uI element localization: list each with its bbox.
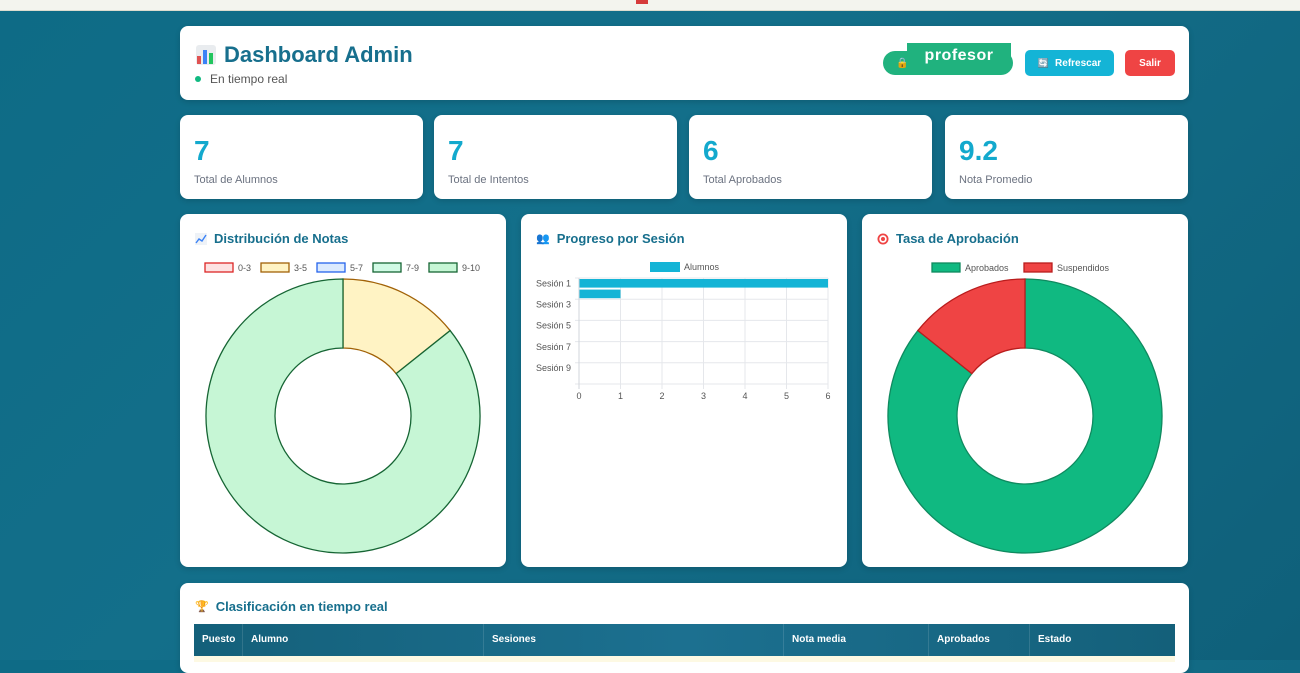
legend-swatch [1023,262,1053,273]
legend-label: 9-10 [462,263,480,273]
stat-label: Nota Promedio [959,174,1033,186]
column-header-puesto[interactable]: Puesto [194,624,243,656]
chart-title: 👥 Progreso por Sesión [536,231,685,246]
x-tick-label: 4 [742,391,747,401]
doughnut-slice [887,278,1163,554]
x-tick-label: 3 [701,391,706,401]
y-tick-label: Sesión 1 [536,278,571,288]
legend-label: 5-7 [350,263,363,273]
ranking-table-header: Puesto Alumno Sesiones Nota media Aproba… [194,624,1175,656]
y-tick-label: Sesión 7 [536,342,571,352]
legend-swatch [372,262,402,273]
stat-card-nota-promedio: 9.2 Nota Promedio [945,115,1188,199]
stat-value: 6 [703,135,719,166]
legend-label: 0-3 [238,263,251,273]
legend-label: Suspendidos [1057,263,1110,273]
role-label: profesor [907,43,1011,69]
y-tick-label: Sesión 9 [536,363,571,373]
aprobacion-chart: Aprobados Suspendidos [887,262,1163,554]
chart-title: Distribución de Notas [195,231,348,246]
refresh-icon: 🔄 [1037,57,1050,68]
live-dot-icon [195,76,201,82]
page-title: Dashboard Admin [196,42,413,68]
column-header-alumno[interactable]: Alumno [243,624,484,656]
column-header-estado[interactable]: Estado [1038,634,1072,645]
ranking-title: 🏆 Clasificación en tiempo real [195,599,388,614]
live-status: En tiempo real [195,72,287,86]
stat-card-aprobados: 6 Total Aprobados [689,115,932,199]
progreso-chart: Alumnos 0 1 2 3 4 5 6 Sesión 1 Sesión 3 Sesión 5 Se… [536,262,831,401]
column-header-sesiones[interactable]: Sesiones [484,624,784,656]
trophy-icon: 🏆 [195,601,209,613]
doughnut-slice [205,278,481,554]
bar [579,289,621,299]
stat-value: 9.2 [959,135,998,166]
stat-label: Total de Intentos [448,174,529,186]
ranking-card: 🏆 Clasificación en tiempo real Puesto Al… [180,583,1189,673]
legend-swatch [316,262,346,273]
legend-label: Aprobados [965,263,1009,273]
stat-value: 7 [448,135,464,166]
stat-card-intentos: 7 Total de Intentos [434,115,677,199]
distribucion-chart: 0-3 3-5 5-7 7-9 9-10 [204,262,481,554]
chart-card-distribucion: Distribución de Notas 0-3 3-5 5-7 7-9 9-10 [180,214,506,567]
chart-title-text: Tasa de Aprobación [896,231,1019,246]
browser-top-strip [0,0,1300,11]
chart-card-progreso: 👥 Progreso por Sesión Alumnos 0 1 2 3 4 5 6 Sesi… [521,214,847,567]
logout-button[interactable]: Salir [1125,50,1175,76]
chart-title-text: Distribución de Notas [214,231,349,246]
column-header-aprobados[interactable]: Aprobados [929,624,1030,656]
legend-label: Alumnos [684,262,720,272]
live-status-text: En tiempo real [210,72,288,86]
stat-label: Total de Alumnos [194,174,278,186]
legend-swatch [650,262,680,272]
y-tick-label: Sesión 3 [536,300,571,310]
stat-card-alumnos: 7 Total de Alumnos [180,115,423,199]
stat-label: Total Aprobados [703,174,782,186]
chart-title-text: Progreso por Sesión [556,231,685,246]
y-tick-label: Sesión 5 [536,321,571,331]
stat-value: 7 [194,135,210,166]
x-tick-label: 2 [659,391,664,401]
dashboard-header: Dashboard Admin En tiempo real 🔒 profeso… [180,26,1189,100]
legend-swatch [931,262,961,273]
x-tick-label: 6 [825,391,830,401]
legend-label: 3-5 [294,263,307,273]
chart-card-aprobacion: Tasa de Aprobación Aprobados Suspendidos [862,214,1188,567]
page-title-text: Dashboard Admin [224,42,413,67]
x-tick-label: 1 [618,391,623,401]
bar [579,279,828,288]
legend-swatch [428,262,458,273]
chart-title: Tasa de Aprobación [877,231,1019,246]
target-icon [877,233,889,244]
x-tick-label: 0 [576,391,581,401]
legend-swatch [204,262,234,273]
table-row[interactable] [194,656,1175,662]
refresh-button[interactable]: 🔄 Refrescar [1025,50,1114,76]
lock-icon: 🔒 [896,58,909,69]
column-header-nota-media[interactable]: Nota media [784,624,929,656]
trend-chart-icon [195,232,207,245]
ranking-title-text: Clasificación en tiempo real [215,599,388,614]
users-icon: 👥 [536,233,550,245]
legend-label: 7-9 [406,263,419,273]
refresh-label: Refrescar [1055,57,1102,69]
bar-chart-icon [196,45,216,65]
legend-swatch [260,262,290,273]
doughnut-slice [916,278,1026,375]
x-tick-label: 5 [784,391,789,401]
logout-label: Salir [1139,57,1161,69]
